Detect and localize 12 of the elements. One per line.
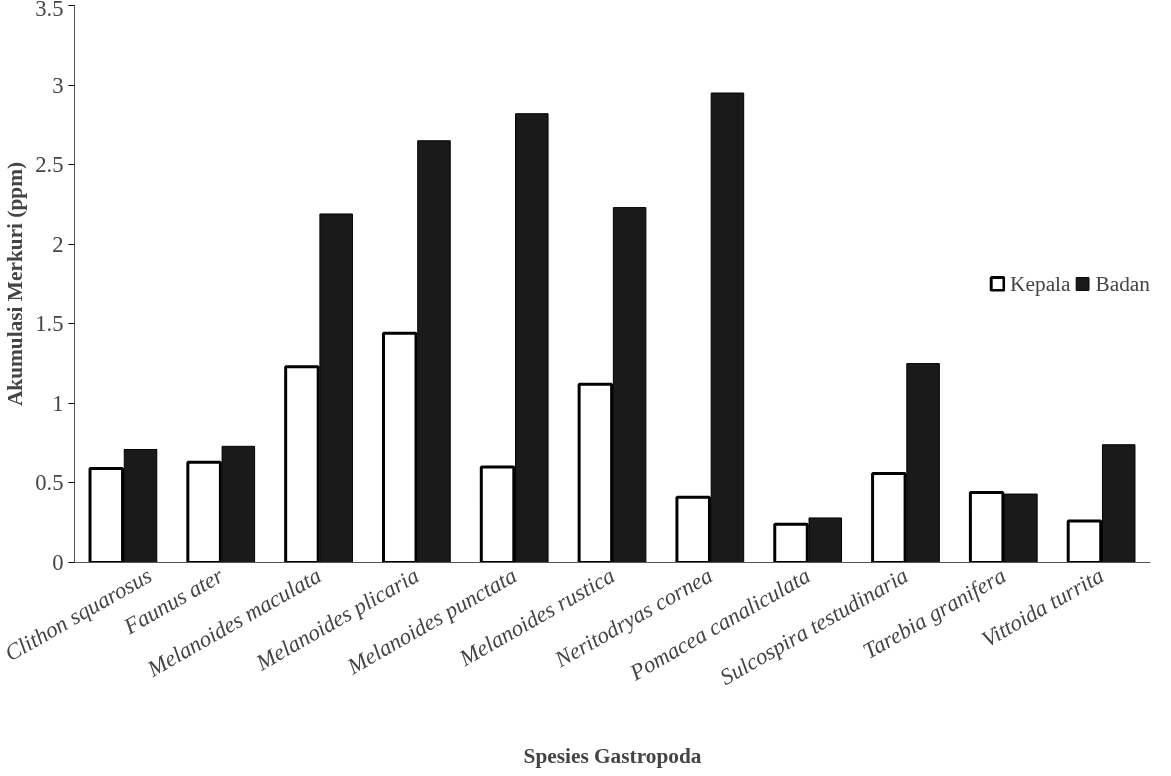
y-tick-label: 3.5 (35, 0, 64, 21)
y-tick-label: 2.5 (35, 152, 64, 178)
y-axis-title: Akumulasi Merkuri (ppm) (3, 161, 28, 407)
y-tick-label: 1 (52, 390, 64, 416)
legend-label: Badan (1095, 271, 1150, 296)
y-tick-label: 1.5 (35, 311, 64, 337)
y-tick-label: 0 (52, 550, 64, 575)
y-tick-label: 3 (52, 72, 64, 98)
legend-label: Kepala (1010, 271, 1071, 296)
y-tick-label: 2 (52, 231, 64, 257)
y-tick-label: 0.5 (35, 470, 64, 496)
x-axis-title: Spesies Gastropoda (523, 743, 702, 768)
